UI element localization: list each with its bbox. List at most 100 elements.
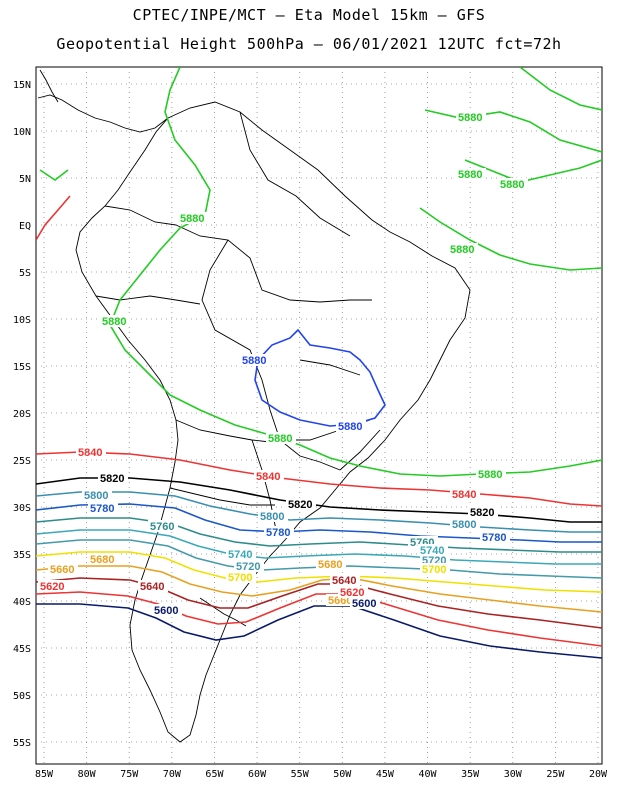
contour-label-bg [88, 502, 118, 514]
contour-label-bg [418, 544, 448, 556]
contour-label: 5600 [352, 598, 376, 610]
contour-label: 5820 [470, 507, 494, 519]
lon-tick-label: 30W [504, 769, 523, 780]
contour-label: 5840 [452, 489, 476, 501]
latitude-tick-labels: 15N 10N 5N EQ 5S 10S 15S 20S 25S 30S 35S 40S 45S 50S 5… [13, 80, 31, 749]
contour-label-bg [178, 212, 208, 224]
contour-label: 5820 [100, 473, 124, 485]
contour-label: 5880 [458, 169, 482, 181]
lat-tick-label: 55S [13, 738, 31, 749]
contour-label: 5840 [78, 447, 102, 459]
contour-label: 5780 [482, 532, 506, 544]
contour-label-bg [226, 571, 256, 583]
lon-tick-label: 20W [589, 769, 608, 780]
lat-tick-label: 25S [13, 456, 31, 467]
contour-label: 5840 [256, 471, 280, 483]
contour-label-bg [240, 354, 270, 366]
contour-label-bg [286, 498, 316, 510]
contour-label-bg [254, 470, 284, 482]
lat-tick-label: 50S [13, 691, 31, 702]
contour-label: 5640 [332, 575, 356, 587]
contour-label: 5760 [150, 521, 174, 533]
contour-label: 5880 [268, 433, 292, 445]
contour-label: 5880 [500, 179, 524, 191]
contour-5880-small [39, 169, 69, 181]
lon-tick-label: 60W [248, 769, 267, 780]
contour-label-bg [420, 563, 450, 575]
lat-tick-label: 10N [13, 127, 31, 138]
lon-tick-label: 85W [35, 769, 54, 780]
contour-label: 5620 [40, 581, 64, 593]
contour-label: 5800 [452, 519, 476, 531]
contour-label-bg [148, 520, 178, 532]
contour-label-bg [48, 563, 78, 575]
lat-tick-label: 15S [13, 362, 31, 373]
lon-tick-label: 65W [205, 769, 224, 780]
longitude-tick-labels: 85W 80W 75W 70W 65W 60W 55W 50W 45W 40W 35W 30W 25W 2… [35, 769, 608, 780]
title-line-2: Geopotential Height 500hPa – 06/01/2021 … [56, 35, 562, 53]
lon-tick-label: 35W [461, 769, 480, 780]
contour-label-bg [82, 489, 112, 501]
lon-tick-label: 55W [291, 769, 310, 780]
contour-5800 [36, 491, 602, 533]
lat-tick-label: 10S [13, 315, 31, 326]
contour-label: 5800 [260, 511, 284, 523]
contour-label: 5820 [288, 499, 312, 511]
lat-tick-label: 35S [13, 550, 31, 561]
contour-5880-main [109, 67, 602, 477]
contour-label-bg [100, 315, 130, 327]
title-line-1: CPTEC/INPE/MCT – Eta Model 15km – GFS [132, 6, 486, 24]
contour-label: 5640 [140, 581, 164, 593]
contour-label-bg [258, 510, 288, 522]
contour-label: 5780 [90, 503, 114, 515]
contour-label: 5880 [338, 421, 362, 433]
contour-label: 5700 [422, 564, 446, 576]
contour-label: 5800 [84, 490, 108, 502]
contour-5840-nw [36, 195, 71, 241]
contour-5760 [36, 517, 602, 553]
lon-tick-label: 75W [120, 769, 139, 780]
contour-label-bg [480, 531, 510, 543]
contour-label-bg [88, 553, 118, 565]
contour-label-bg [476, 468, 506, 480]
contour-label-bg [336, 420, 366, 432]
lat-tick-label: EQ [19, 221, 31, 232]
lat-tick-label: 5N [19, 174, 31, 185]
contour-5740 [36, 529, 602, 565]
contour-label: 5600 [154, 605, 178, 617]
lon-tick-label: 80W [78, 769, 97, 780]
contour-label-bg [468, 506, 498, 518]
contour-label-bg [330, 574, 360, 586]
contour-label: 5740 [228, 549, 252, 561]
contour-label-bg [456, 111, 486, 123]
contour-label: 5620 [340, 587, 364, 599]
contour-label: 5720 [236, 561, 260, 573]
lat-lon-grid [36, 67, 602, 764]
lon-tick-label: 45W [376, 769, 395, 780]
contour-label-bg [76, 446, 106, 458]
contour-label: 5880 [450, 244, 474, 256]
contour-label: 5880 [102, 316, 126, 328]
contour-label-bg [152, 604, 182, 616]
contour-label-bg [456, 168, 486, 180]
contour-label-bg [264, 526, 294, 538]
contour-label-bg [98, 472, 128, 484]
lat-tick-label: 30S [13, 503, 31, 514]
contour-label-bg [38, 580, 68, 592]
contour-5820 [36, 477, 602, 523]
contour-5880-e [419, 207, 602, 271]
lat-tick-label: 20S [13, 409, 31, 420]
contour-label-bg [234, 560, 264, 572]
contour-label-bg [338, 586, 368, 598]
contour-label-bg [316, 558, 346, 570]
contour-label-bg [450, 518, 480, 530]
lon-tick-label: 50W [333, 769, 352, 780]
lat-tick-label: 15N [13, 80, 31, 91]
contour-label: 5880 [478, 469, 502, 481]
contour-label: 5880 [180, 213, 204, 225]
contour-label: 5680 [318, 559, 342, 571]
contour-label-bg [498, 178, 528, 190]
contour-5720 [36, 539, 602, 579]
contour-label-bg [350, 597, 380, 609]
